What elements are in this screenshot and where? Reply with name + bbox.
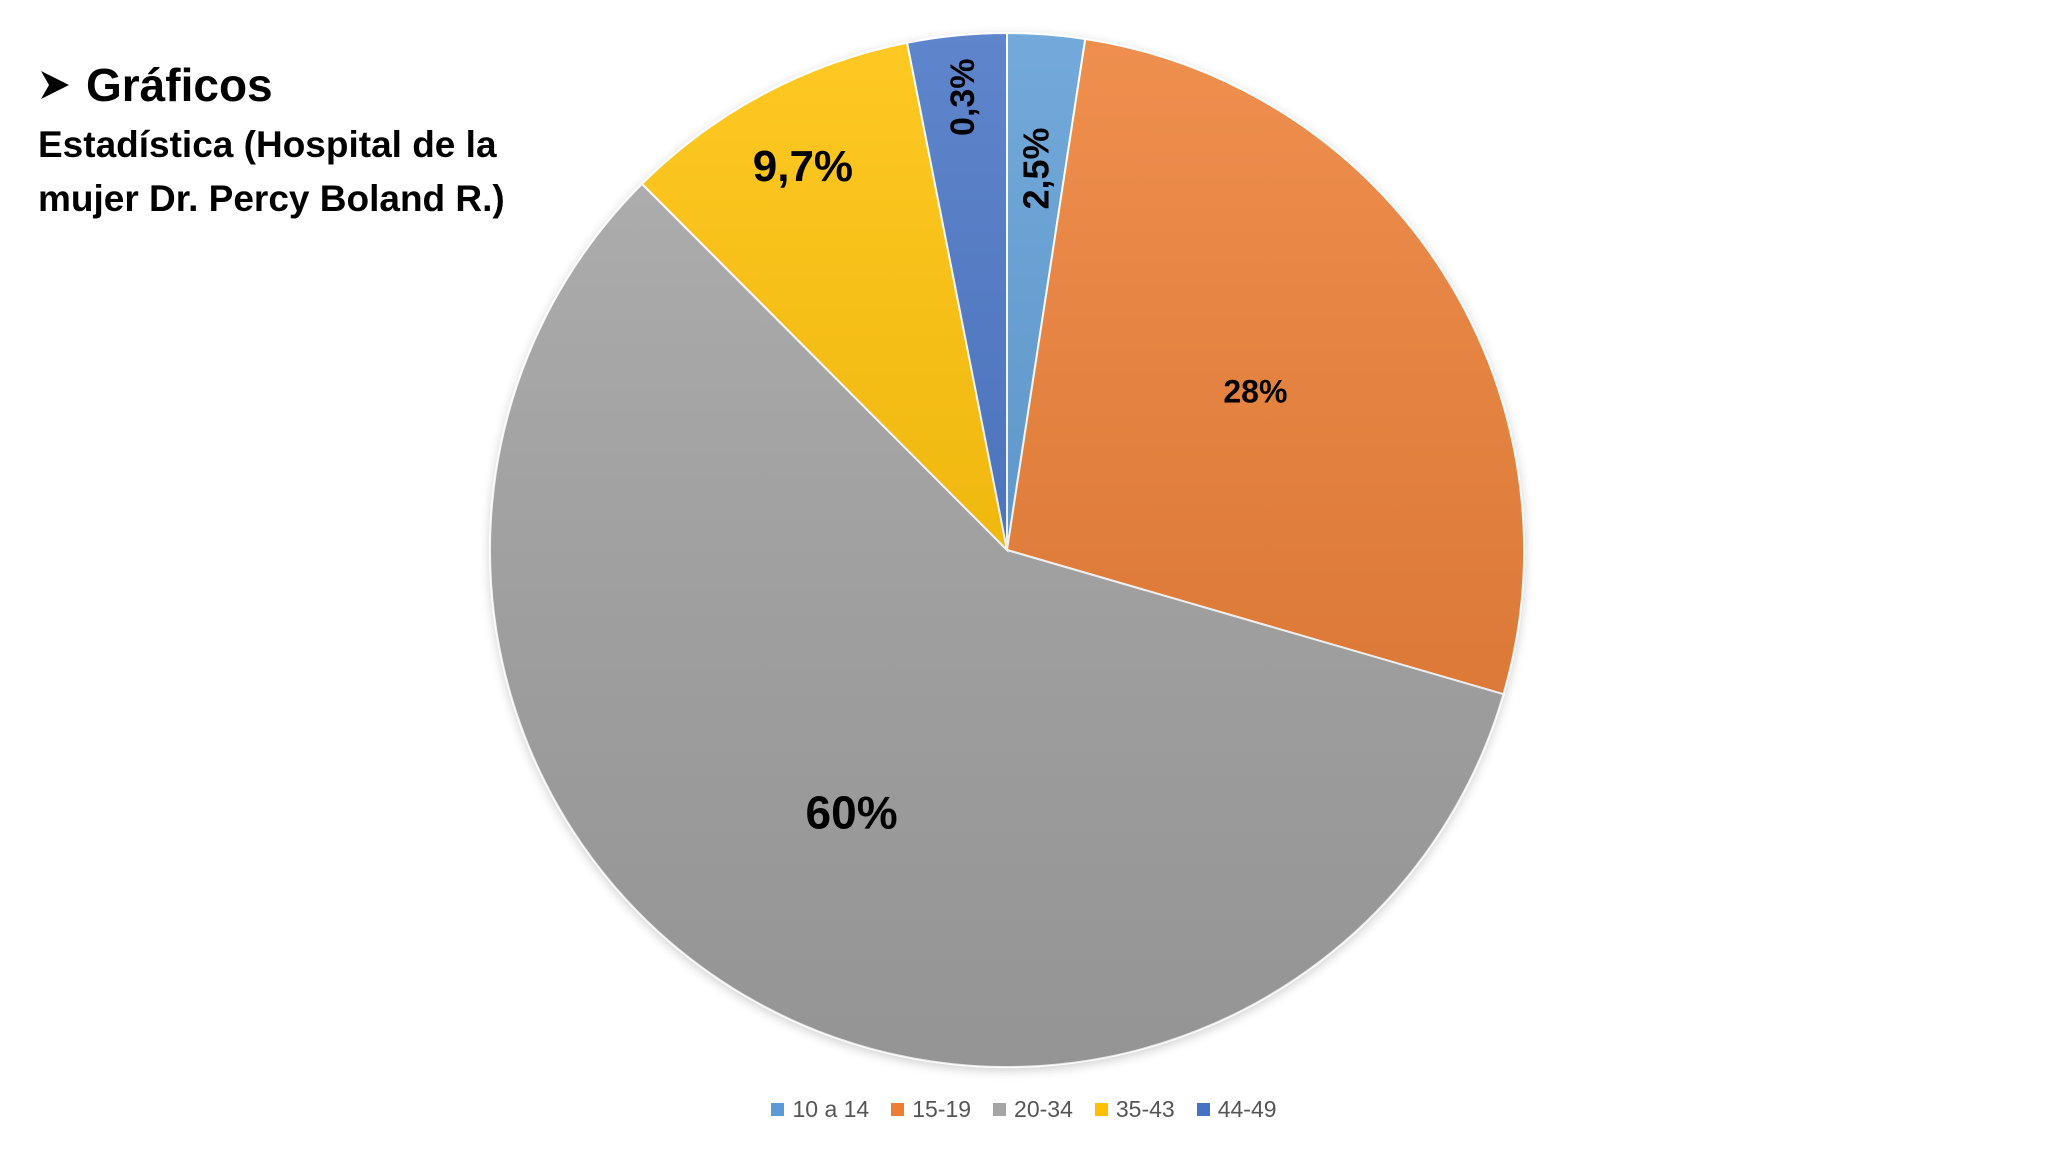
legend-swatch <box>771 1103 785 1116</box>
legend-swatch <box>993 1103 1007 1116</box>
data-label-1: 2,5% <box>1016 127 1057 209</box>
legend-label: 20-34 <box>1014 1096 1073 1122</box>
legend-item-5: 44-49 <box>1196 1096 1277 1123</box>
chart-legend: 10 a 14 15-19 20-34 35-43 44-49 <box>0 1096 2048 1123</box>
data-label-4: 9,7% <box>753 142 853 191</box>
legend-item-1: 10 a 14 <box>771 1096 869 1123</box>
legend-item-3: 20-34 <box>993 1096 1073 1123</box>
data-label-2: 28% <box>1223 373 1287 409</box>
legend-item-2: 15-19 <box>891 1096 971 1123</box>
heading-text: Gráficos <box>86 59 273 111</box>
data-label-3: 60% <box>806 786 898 838</box>
legend-label: 10 a 14 <box>792 1096 870 1122</box>
legend-item-4: 35-43 <box>1094 1096 1175 1123</box>
data-label-5: 0,3% <box>944 58 982 136</box>
section-heading: Gráficos <box>38 58 273 112</box>
legend-swatch <box>891 1103 905 1116</box>
legend-label: 44-49 <box>1217 1096 1277 1122</box>
arrow-right-icon <box>41 71 69 99</box>
legend-swatch <box>1196 1103 1210 1116</box>
chart-subtitle: Estadística (Hospital de la mujer Dr. Pe… <box>38 124 505 219</box>
legend-swatch <box>1094 1103 1108 1116</box>
legend-label: 35-43 <box>1115 1096 1175 1122</box>
legend-label: 15-19 <box>912 1096 972 1122</box>
